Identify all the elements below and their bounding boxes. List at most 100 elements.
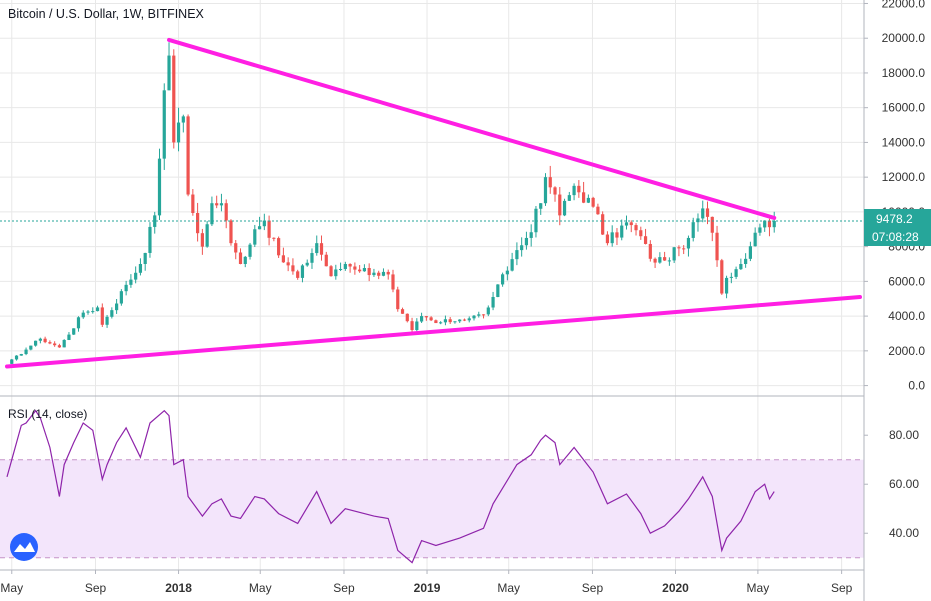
candle-body bbox=[296, 271, 300, 278]
time-axis[interactable]: May Sep 2018 May Sep 2019 May Sep 2020 May Sep bbox=[0, 570, 853, 595]
candle-body bbox=[305, 262, 309, 266]
candle-body bbox=[248, 244, 252, 257]
candle-body bbox=[200, 233, 204, 247]
time-tick-label: May bbox=[497, 581, 520, 595]
candle-body bbox=[300, 265, 305, 278]
candle-body bbox=[663, 257, 667, 261]
candle-body bbox=[467, 318, 471, 321]
candle-body bbox=[358, 269, 362, 272]
logo-cloud-icon[interactable] bbox=[14, 542, 35, 552]
candle-body bbox=[553, 187, 557, 195]
candle-body bbox=[710, 216, 714, 233]
candle-body bbox=[705, 208, 710, 217]
candle-body bbox=[24, 349, 28, 355]
candle-body bbox=[515, 250, 519, 260]
candle-body bbox=[539, 203, 543, 209]
trendline[interactable] bbox=[5, 295, 862, 369]
candle-body bbox=[520, 245, 524, 251]
candle-body bbox=[148, 226, 152, 253]
candle-body bbox=[10, 359, 14, 364]
candle-body bbox=[334, 269, 338, 277]
time-tick-label: May bbox=[0, 581, 23, 595]
candle-body bbox=[548, 177, 552, 188]
candle-body bbox=[57, 345, 62, 348]
candle-body bbox=[724, 277, 729, 294]
candle-body bbox=[338, 268, 343, 270]
tradingview-logo[interactable] bbox=[10, 533, 38, 561]
candle-body bbox=[62, 339, 66, 348]
candle-body bbox=[472, 315, 476, 319]
candle-body bbox=[572, 185, 576, 196]
candle-body bbox=[353, 266, 357, 270]
logo-circle[interactable] bbox=[10, 533, 38, 561]
candle-body bbox=[767, 220, 772, 228]
candle-body bbox=[505, 270, 509, 275]
candle-body bbox=[577, 185, 581, 193]
candle-body bbox=[76, 317, 81, 329]
rsi-band bbox=[0, 459, 864, 558]
candle-body bbox=[429, 317, 433, 321]
candle-body bbox=[439, 322, 443, 324]
candle-body bbox=[400, 309, 405, 314]
price-axis[interactable]: 22000.0 20000.0 18000.0 16000.0 14000.0 12000… bbox=[864, 0, 925, 393]
candle-body bbox=[691, 222, 695, 238]
candle-body bbox=[281, 255, 285, 263]
candle-body bbox=[215, 203, 219, 206]
candle-body bbox=[405, 313, 409, 322]
candle-body bbox=[419, 316, 424, 322]
candle-body bbox=[319, 243, 324, 255]
rsi-title: RSI (14, close) bbox=[8, 407, 87, 421]
trendline[interactable] bbox=[167, 37, 777, 220]
candle-body bbox=[424, 316, 428, 318]
candle-body bbox=[734, 269, 738, 277]
candle-body bbox=[257, 226, 262, 230]
candle-body bbox=[558, 194, 562, 216]
candle-body bbox=[739, 264, 743, 270]
candle-body bbox=[105, 316, 109, 325]
time-tick-label: 2018 bbox=[165, 581, 192, 595]
candle-layer bbox=[10, 42, 776, 365]
candle-body bbox=[386, 271, 390, 275]
candle-body bbox=[172, 55, 176, 143]
candle-body bbox=[610, 232, 614, 244]
candle-body bbox=[534, 208, 538, 233]
candle-body bbox=[477, 314, 481, 316]
price-tick-label: 14000.0 bbox=[882, 135, 926, 149]
candle-body bbox=[153, 215, 157, 227]
time-tick-label: Sep bbox=[831, 581, 853, 595]
time-tick-label: Sep bbox=[582, 581, 604, 595]
time-tick-label: 2020 bbox=[662, 581, 689, 595]
candle-body bbox=[491, 297, 495, 308]
last-price-value: 9478.2 bbox=[876, 212, 913, 226]
last-price-tag: 9478.2 07:08:28 bbox=[864, 209, 931, 246]
candle-body bbox=[100, 307, 104, 325]
rsi-tick-label: 60.00 bbox=[889, 477, 919, 491]
candle-body bbox=[210, 203, 214, 225]
candle-body bbox=[33, 340, 38, 346]
price-tick-label: 6000.0 bbox=[888, 274, 925, 288]
time-tick-label: Sep bbox=[333, 581, 355, 595]
candle-body bbox=[38, 338, 42, 341]
candle-body bbox=[72, 328, 76, 335]
candle-body bbox=[315, 243, 319, 254]
last-price-tag-bg bbox=[864, 209, 931, 246]
candle-body bbox=[496, 284, 500, 297]
price-tick-label: 0.0 bbox=[908, 379, 925, 393]
time-tick-label: Sep bbox=[85, 581, 107, 595]
candle-body bbox=[448, 319, 452, 323]
time-tick-label: May bbox=[747, 581, 770, 595]
candle-body bbox=[410, 321, 414, 330]
candle-body bbox=[119, 291, 123, 304]
candle-body bbox=[43, 338, 47, 343]
chart-title: Bitcoin / U.S. Dollar, 1W, BITFINEX bbox=[8, 7, 205, 21]
candle-body bbox=[615, 232, 619, 238]
candle-body bbox=[634, 225, 638, 231]
rsi-axis[interactable]: 80.00 60.00 40.00 bbox=[864, 428, 919, 540]
candle-body bbox=[396, 289, 400, 310]
candle-body bbox=[129, 279, 133, 285]
price-tick-label: 2000.0 bbox=[888, 344, 925, 358]
candle-body bbox=[238, 252, 243, 264]
candle-body bbox=[453, 321, 457, 323]
candle-body bbox=[591, 197, 595, 207]
